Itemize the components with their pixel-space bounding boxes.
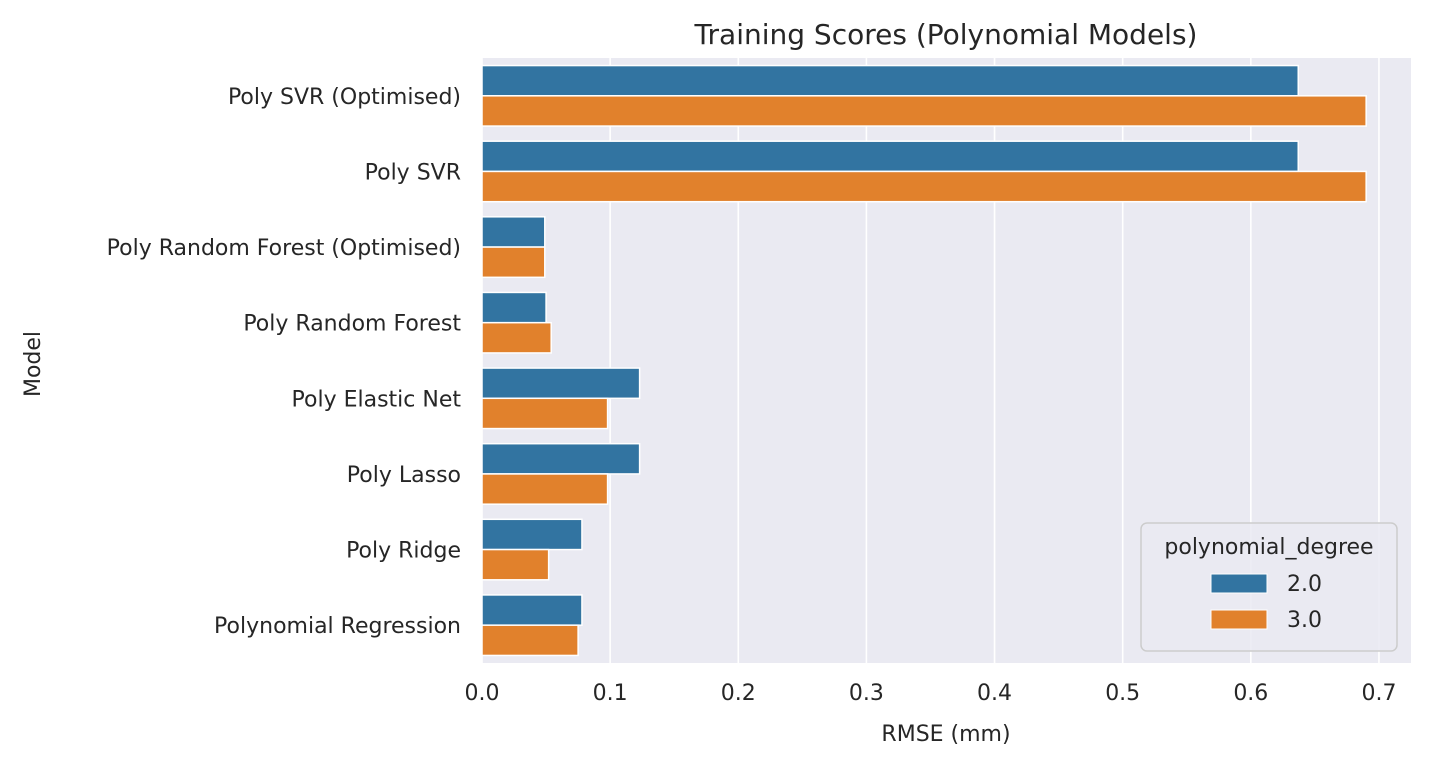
bar-3-0 <box>481 473 609 505</box>
bar-2-0 <box>481 442 641 475</box>
bar-3-0 <box>481 95 1367 127</box>
x-axis-label: RMSE (mm) <box>881 722 1010 747</box>
bar-2-0 <box>481 594 583 626</box>
legend: polynomial_degree 2.0 3.0 <box>1140 522 1398 652</box>
y-tick-label: Poly Random Forest (Optimised) <box>107 236 461 261</box>
x-tick-label: 0.6 <box>1233 681 1268 706</box>
bar-3-0 <box>481 170 1367 203</box>
legend-swatch <box>1210 609 1268 630</box>
bar-3-0 <box>481 624 579 657</box>
legend-swatch <box>1210 573 1268 594</box>
bar-2-0 <box>481 216 546 248</box>
legend-title: polynomial_degree <box>1164 535 1373 560</box>
y-tick-label: Poly SVR (Optimised) <box>228 85 461 110</box>
x-tick-label: 0.0 <box>465 681 500 706</box>
x-tick-label: 0.7 <box>1361 681 1396 706</box>
y-tick-label: Poly Random Forest <box>243 312 461 337</box>
y-tick-label: Poly Elastic Net <box>292 387 462 412</box>
legend-box <box>1140 522 1398 652</box>
bar-2-0 <box>481 367 641 400</box>
y-tick-label: Poly SVR <box>365 160 461 185</box>
x-tick-label: 0.4 <box>977 681 1012 706</box>
legend-label: 2.0 <box>1287 572 1322 597</box>
y-tick-label: Poly Ridge <box>346 539 461 564</box>
x-tick-label: 0.5 <box>1105 681 1140 706</box>
y-tick-labels: Poly SVR (Optimised) Poly SVR Poly Random … <box>107 85 462 639</box>
bar-3-0 <box>481 548 550 581</box>
bar-3-0 <box>481 397 609 430</box>
x-tick-label: 0.1 <box>593 681 628 706</box>
bar-3-0 <box>481 246 546 279</box>
bar-2-0 <box>481 291 547 324</box>
y-tick-label: Poly Lasso <box>347 463 461 488</box>
bar-3-0 <box>481 321 552 354</box>
y-tick-label: Polynomial Regression <box>214 614 461 639</box>
bars <box>481 64 1367 657</box>
bar-2-0 <box>481 518 583 551</box>
legend-label: 3.0 <box>1287 608 1322 633</box>
bar-2-0 <box>481 140 1299 173</box>
x-tick-label: 0.3 <box>849 681 884 706</box>
bar-2-0 <box>481 64 1299 97</box>
x-tick-label: 0.2 <box>721 681 756 706</box>
x-tick-labels: 0.0 0.1 0.2 0.3 0.4 0.5 0.6 0.7 <box>465 681 1397 706</box>
chart-title: Training Scores (Polynomial Models) <box>694 18 1198 51</box>
y-axis-label: Model <box>21 331 46 397</box>
